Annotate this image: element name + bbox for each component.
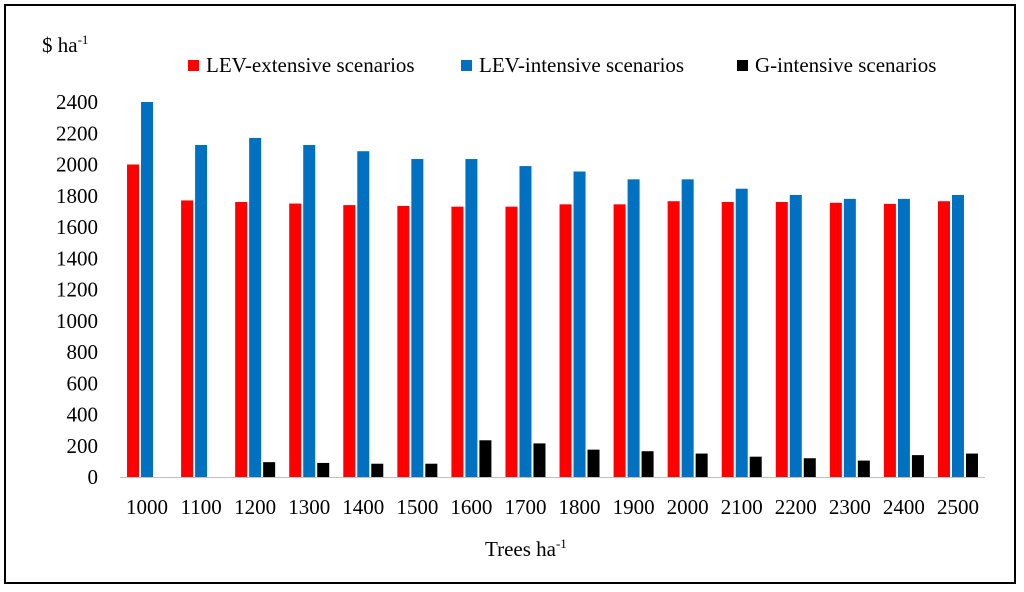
legend: LEV-extensive scenarios LEV-intensive sce…	[188, 53, 936, 77]
bar-lev-intensive-scenarios-1800	[573, 171, 586, 477]
x-tick-label: 1000	[126, 495, 168, 519]
x-tick-label: 1300	[288, 495, 330, 519]
x-tick-label: 2400	[883, 495, 925, 519]
bar-g-intensive-scenarios-1400	[371, 463, 384, 477]
bar-lev-extensive-scenarios-2400	[883, 203, 896, 477]
y-tick-label: 800	[67, 340, 99, 364]
bar-lev-extensive-scenarios-1600	[451, 206, 464, 477]
bar-lev-intensive-scenarios-1300	[303, 144, 316, 477]
bar-g-intensive-scenarios-2300	[857, 460, 870, 477]
bar-lev-extensive-scenarios-1200	[235, 202, 248, 477]
bar-lev-intensive-scenarios-2000	[681, 179, 694, 477]
x-tick-label: 1700	[504, 495, 546, 519]
bar-lev-intensive-scenarios-1700	[519, 166, 532, 477]
chart-frame	[4, 4, 1016, 584]
bar-lev-extensive-scenarios-2100	[721, 202, 734, 477]
y-tick-label: 1800	[56, 184, 98, 208]
x-tick-label: 1500	[396, 495, 438, 519]
y-tick-label: 400	[67, 403, 99, 427]
bar-lev-extensive-scenarios-1100	[181, 200, 194, 477]
bar-lev-extensive-scenarios-1500	[397, 205, 410, 477]
legend-swatch	[737, 60, 748, 71]
y-axis-title: $ ha-1	[42, 32, 88, 57]
bar-lev-extensive-scenarios-1400	[343, 205, 356, 477]
x-tick-label: 1200	[234, 495, 276, 519]
bar-lev-intensive-scenarios-2300	[843, 198, 856, 477]
legend-swatch	[461, 60, 472, 71]
bar-lev-extensive-scenarios-2300	[829, 202, 842, 477]
bar-lev-intensive-scenarios-2400	[897, 198, 910, 477]
x-tick-label: 1800	[559, 495, 601, 519]
bar-lev-extensive-scenarios-2500	[937, 201, 950, 477]
bars	[127, 102, 978, 477]
y-tick-label: 200	[67, 434, 99, 458]
bar-g-intensive-scenarios-1700	[533, 443, 546, 477]
bar-lev-intensive-scenarios-1000	[141, 102, 154, 477]
x-tick-label: 2000	[667, 495, 709, 519]
bar-g-intensive-scenarios-2000	[695, 453, 708, 477]
bar-g-intensive-scenarios-1200	[263, 462, 276, 477]
legend-swatch	[188, 60, 199, 71]
x-tick-label: 1400	[342, 495, 384, 519]
bar-lev-intensive-scenarios-1100	[195, 144, 208, 477]
bar-lev-extensive-scenarios-2200	[775, 202, 788, 477]
x-tick-label: 1100	[180, 495, 221, 519]
bar-lev-intensive-scenarios-1400	[357, 151, 370, 477]
x-tick-label: 2100	[721, 495, 763, 519]
legend-label: G-intensive scenarios	[755, 53, 936, 77]
bar-lev-intensive-scenarios-1600	[465, 159, 478, 477]
bar-lev-extensive-scenarios-1800	[559, 204, 572, 477]
x-axis-ticks: 1000 1100 1200 1300 1400 1500 1600 1700 1800 1900…	[126, 495, 979, 519]
bar-lev-extensive-scenarios-1000	[127, 164, 140, 477]
legend-label: LEV-intensive scenarios	[479, 53, 684, 77]
y-tick-label: 600	[67, 371, 99, 395]
bar-g-intensive-scenarios-1300	[317, 462, 330, 477]
y-tick-label: 1200	[56, 278, 98, 302]
y-tick-label: 0	[88, 465, 99, 489]
y-axis-ticks: 0 200 400 600 800 1000 1200 1400 1600 1800 2000 220…	[56, 90, 98, 489]
bar-lev-intensive-scenarios-1200	[249, 137, 262, 477]
x-tick-label: 2500	[937, 495, 979, 519]
y-tick-label: 1600	[56, 215, 98, 239]
legend-label: LEV-extensive scenarios	[206, 53, 415, 77]
y-tick-label: 2200	[56, 121, 98, 145]
y-tick-label: 2000	[56, 153, 98, 177]
bar-lev-intensive-scenarios-1500	[411, 159, 424, 477]
bar-lev-extensive-scenarios-1700	[505, 206, 518, 477]
bar-lev-extensive-scenarios-1900	[613, 204, 626, 477]
x-tick-label: 2300	[829, 495, 871, 519]
bar-lev-intensive-scenarios-2500	[951, 194, 964, 477]
bar-g-intensive-scenarios-2200	[803, 458, 816, 477]
x-tick-label: 1600	[450, 495, 492, 519]
bar-g-intensive-scenarios-1900	[641, 451, 654, 477]
bar-lev-extensive-scenarios-1300	[289, 203, 302, 477]
bar-g-intensive-scenarios-2400	[911, 455, 924, 477]
bar-g-intensive-scenarios-2500	[965, 453, 978, 477]
y-tick-label: 1000	[56, 309, 98, 333]
bar-g-intensive-scenarios-2100	[749, 456, 762, 477]
bar-lev-extensive-scenarios-2000	[667, 201, 680, 477]
bar-lev-intensive-scenarios-2200	[789, 194, 802, 477]
y-tick-label: 1400	[56, 246, 98, 270]
y-tick-label: 2400	[56, 90, 98, 114]
bar-lev-intensive-scenarios-2100	[735, 188, 748, 477]
x-tick-label: 2200	[775, 495, 817, 519]
x-tick-label: 1900	[613, 495, 655, 519]
x-axis-title: Trees ha-1	[485, 536, 567, 561]
bar-g-intensive-scenarios-1800	[587, 449, 600, 477]
bar-g-intensive-scenarios-1500	[425, 463, 438, 477]
bar-g-intensive-scenarios-1600	[479, 440, 492, 477]
bar-lev-intensive-scenarios-1900	[627, 179, 640, 477]
